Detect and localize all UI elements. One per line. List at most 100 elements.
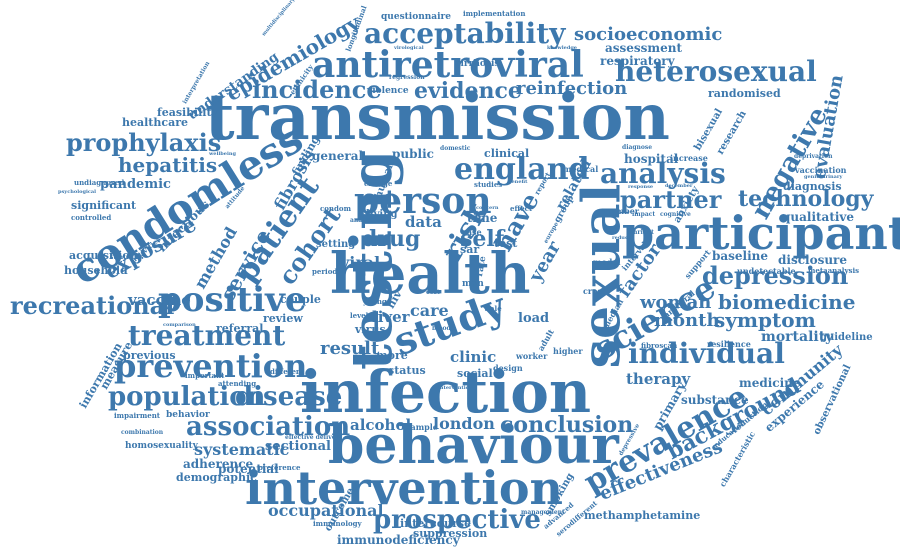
word-undetectable: undetectable bbox=[737, 267, 796, 275]
word-wellbeing: wellbeing bbox=[209, 152, 236, 157]
word-clinical: clinical bbox=[484, 148, 529, 159]
word-setting: setting bbox=[316, 240, 355, 250]
word-cost: cost bbox=[426, 290, 440, 296]
word-design: design bbox=[493, 364, 523, 372]
word-virus: virus bbox=[355, 324, 386, 335]
word-vaccination: vaccination bbox=[795, 166, 847, 174]
word-london: london bbox=[433, 416, 495, 432]
word-psychological: psychological bbox=[58, 190, 96, 195]
word-evidence: evidence bbox=[414, 80, 522, 102]
word-prophylaxis: prophylaxis bbox=[66, 131, 221, 155]
word-viral: viral bbox=[340, 255, 380, 271]
word-comparison: comparison bbox=[163, 323, 196, 328]
word-questionnaire: questionnaire bbox=[381, 13, 451, 22]
word-deprivation: deprivation bbox=[794, 154, 832, 160]
word-metaanalysis: metaanalysis bbox=[808, 267, 859, 274]
word-diagnosis: diagnosis bbox=[783, 181, 842, 192]
word-feasibility: feasibility bbox=[157, 107, 218, 118]
word-resilience: resilience bbox=[707, 340, 751, 348]
word-acceptability: acceptability bbox=[364, 20, 565, 48]
word-couple: couple bbox=[280, 294, 321, 305]
word-immunology: immunology bbox=[313, 520, 362, 527]
word-care: care bbox=[410, 303, 449, 319]
word-significant: significant bbox=[71, 200, 136, 211]
word-result: result bbox=[320, 340, 379, 358]
word-guideline: guideline bbox=[820, 333, 873, 343]
word-review: review bbox=[263, 313, 303, 324]
word-year: year bbox=[527, 239, 564, 285]
word-blood: blood bbox=[432, 326, 451, 332]
word-referral: referral bbox=[216, 323, 263, 334]
word-variant: variant bbox=[630, 230, 654, 236]
word-genitourinary: genitourinary bbox=[804, 175, 842, 180]
word-cognitive: cognitive bbox=[660, 212, 691, 218]
word-knowledge: knowledge bbox=[547, 46, 577, 51]
word-effective-delivery: effective delivery bbox=[285, 435, 342, 441]
word-violence: violence bbox=[367, 87, 409, 96]
word-randomised: randomised bbox=[708, 88, 781, 99]
word-disclosure: disclosure bbox=[778, 254, 847, 266]
word-controlled: controlled bbox=[71, 214, 111, 221]
word-load: load bbox=[518, 312, 549, 325]
word-intercourse: intercourse bbox=[400, 518, 471, 529]
word-reduce: reduce bbox=[612, 236, 631, 241]
word-undiagnosed: undiagnosed bbox=[74, 179, 124, 186]
word-reinfection: reinfection bbox=[516, 80, 627, 98]
word-medical: medical bbox=[563, 165, 598, 173]
word-household: household bbox=[64, 265, 128, 276]
word-hepatitis: hepatitis bbox=[118, 155, 217, 175]
word-demographic: demographic bbox=[176, 472, 257, 483]
word-different: different bbox=[270, 368, 304, 375]
word-level: level bbox=[350, 312, 368, 319]
word-drug: drug bbox=[362, 228, 420, 250]
word-effect: effect bbox=[510, 205, 532, 212]
word-diagnose: diagnose bbox=[622, 145, 652, 151]
word-regression: regression bbox=[389, 75, 425, 81]
word-methamphetamine: methamphetamine bbox=[584, 510, 700, 521]
word-intervention-small: intervention bbox=[438, 386, 473, 391]
word-biomedicine: biomedicine bbox=[718, 292, 855, 312]
word-general: general bbox=[312, 150, 363, 162]
word-virological: virological bbox=[394, 46, 424, 51]
word-test: test bbox=[494, 238, 517, 249]
word-data: data bbox=[405, 215, 442, 230]
word-cirrhosis: cirrhosis bbox=[455, 60, 499, 69]
word-attending: attending bbox=[218, 380, 256, 387]
word-preference: preference bbox=[258, 464, 300, 471]
word-multidisciplinary: multidisciplinary bbox=[262, 0, 297, 37]
word-important: important bbox=[185, 372, 224, 379]
word-public: public bbox=[392, 148, 434, 160]
word-benefit: benefit bbox=[508, 180, 527, 185]
word-homosexuality: homosexuality bbox=[125, 442, 198, 451]
word-response: response bbox=[628, 185, 653, 190]
word-sample: sample bbox=[406, 423, 438, 431]
word-fibroscan: fibroscan bbox=[641, 342, 677, 349]
word-occupational: occupational bbox=[268, 503, 384, 519]
word-worker: worker bbox=[516, 352, 547, 360]
word-period: period bbox=[312, 268, 337, 275]
word-studies: studies bbox=[474, 181, 502, 188]
word-impact: impact bbox=[632, 212, 655, 218]
word-wale: wale bbox=[484, 305, 502, 312]
word-alcohol: alcohol bbox=[350, 418, 411, 433]
word-men: men bbox=[462, 280, 484, 289]
word-more: more bbox=[376, 350, 408, 361]
word-higher: higher bbox=[553, 347, 583, 355]
word-baseline: baseline bbox=[712, 250, 768, 262]
word-domestic: domestic bbox=[440, 146, 470, 152]
word-implementation: implementation bbox=[463, 10, 525, 17]
word-qualitative: qualitative bbox=[782, 211, 854, 223]
word-december: december bbox=[665, 184, 693, 189]
word-case: case bbox=[462, 228, 482, 236]
word-respiratory: respiratory bbox=[600, 55, 675, 67]
word-conclusion: conclusion bbox=[500, 414, 633, 436]
word-social: social bbox=[457, 368, 493, 379]
word-combination: combination bbox=[121, 430, 163, 436]
word-change: change bbox=[364, 180, 392, 187]
word-concern: concern bbox=[476, 206, 499, 211]
word-immunodeficiency: immunodeficiency bbox=[337, 534, 460, 546]
word-cross: cross bbox=[583, 287, 606, 295]
word-sar: sar bbox=[460, 244, 479, 255]
word-vaccine: vaccine bbox=[128, 293, 191, 308]
